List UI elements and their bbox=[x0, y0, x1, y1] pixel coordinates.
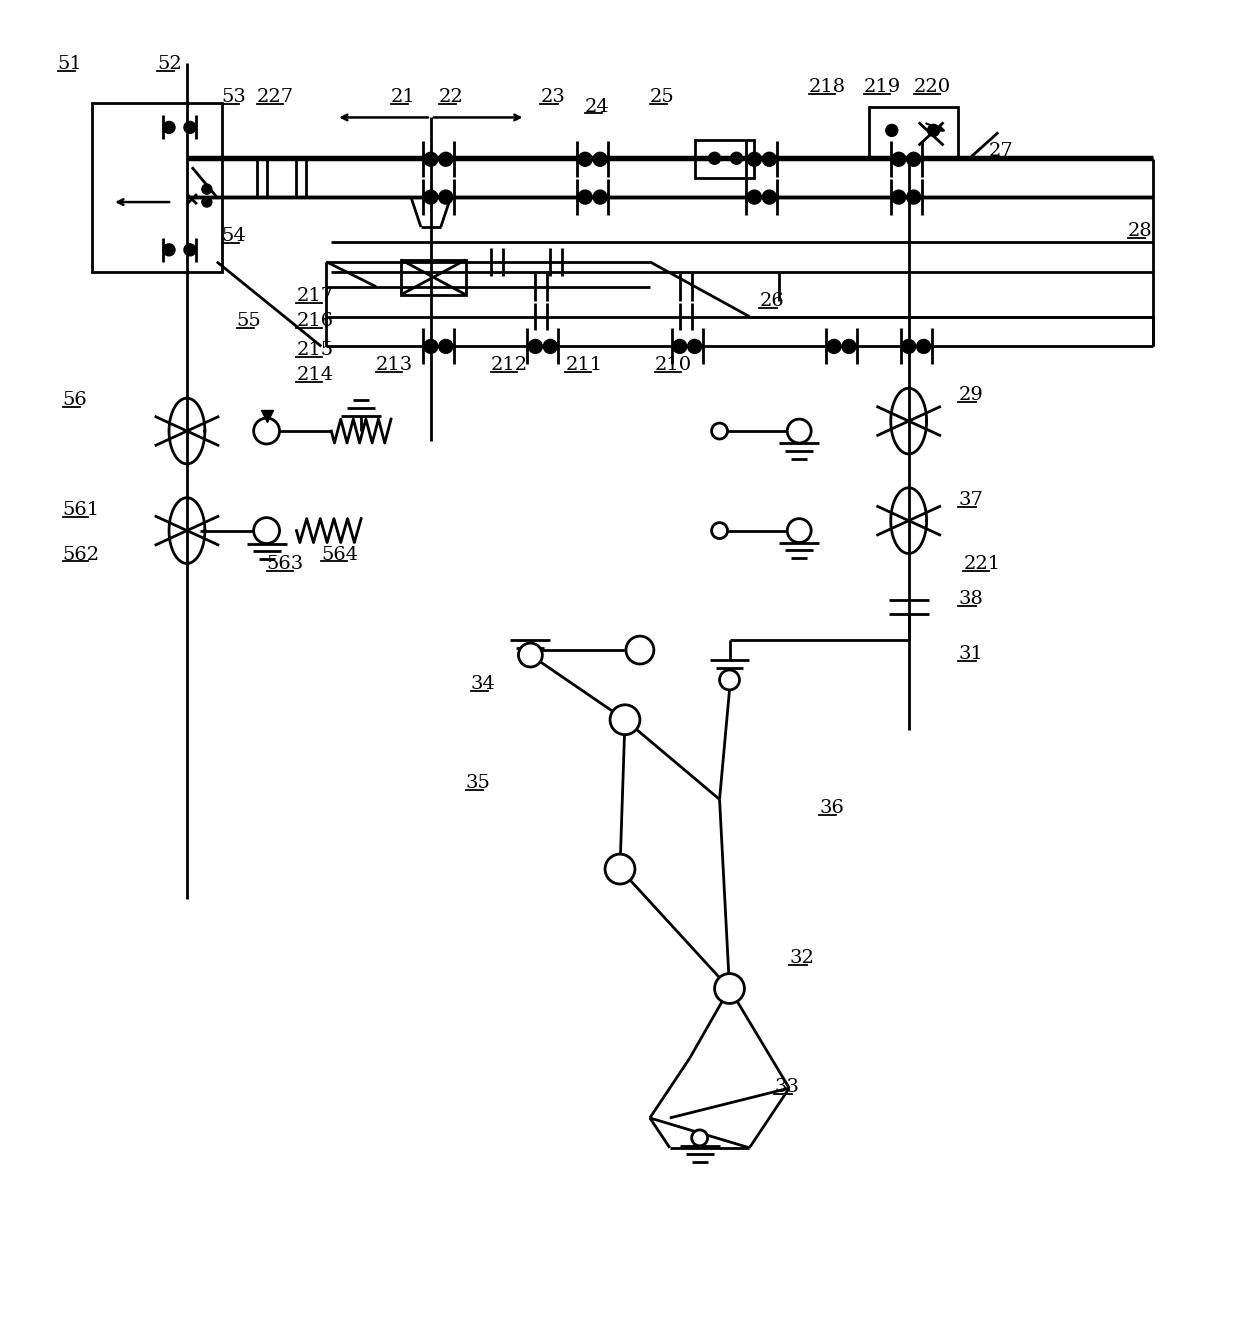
Text: 563: 563 bbox=[267, 556, 304, 573]
Text: 23: 23 bbox=[541, 87, 565, 106]
Bar bbox=[401, 259, 466, 295]
Circle shape bbox=[916, 340, 930, 353]
Text: 37: 37 bbox=[959, 491, 983, 509]
Text: 213: 213 bbox=[376, 356, 413, 374]
Text: 217: 217 bbox=[296, 287, 334, 304]
Circle shape bbox=[892, 191, 905, 204]
Text: 564: 564 bbox=[321, 545, 358, 564]
Circle shape bbox=[424, 191, 438, 204]
Circle shape bbox=[162, 122, 175, 134]
Circle shape bbox=[528, 340, 542, 353]
Circle shape bbox=[605, 855, 635, 884]
Circle shape bbox=[424, 340, 438, 353]
Circle shape bbox=[626, 636, 653, 664]
Circle shape bbox=[928, 124, 940, 136]
Circle shape bbox=[692, 1130, 708, 1146]
Circle shape bbox=[518, 643, 542, 667]
Circle shape bbox=[714, 974, 744, 1003]
Circle shape bbox=[712, 423, 728, 439]
Text: 212: 212 bbox=[491, 356, 528, 374]
Text: 52: 52 bbox=[157, 54, 182, 73]
Text: 34: 34 bbox=[471, 675, 496, 693]
Text: 28: 28 bbox=[1127, 222, 1152, 239]
Circle shape bbox=[787, 419, 811, 443]
Text: 218: 218 bbox=[810, 78, 846, 95]
Circle shape bbox=[906, 191, 920, 204]
Circle shape bbox=[578, 152, 593, 167]
Text: 56: 56 bbox=[62, 392, 87, 409]
Circle shape bbox=[763, 152, 776, 167]
Text: 216: 216 bbox=[296, 312, 334, 329]
Text: 221: 221 bbox=[963, 556, 1001, 573]
Text: 54: 54 bbox=[222, 228, 247, 245]
Text: 219: 219 bbox=[864, 78, 901, 95]
Circle shape bbox=[439, 340, 453, 353]
Circle shape bbox=[901, 340, 915, 353]
Text: 561: 561 bbox=[62, 500, 99, 519]
Text: 55: 55 bbox=[237, 312, 262, 329]
Circle shape bbox=[906, 152, 920, 167]
Circle shape bbox=[673, 340, 687, 353]
Text: 220: 220 bbox=[914, 78, 951, 95]
Circle shape bbox=[162, 243, 175, 255]
Circle shape bbox=[254, 418, 279, 445]
Text: 51: 51 bbox=[57, 54, 82, 73]
Circle shape bbox=[184, 122, 196, 134]
Text: 227: 227 bbox=[257, 87, 294, 106]
Circle shape bbox=[202, 197, 212, 206]
Text: 31: 31 bbox=[959, 646, 983, 663]
Text: 215: 215 bbox=[296, 341, 334, 360]
Text: 214: 214 bbox=[296, 366, 334, 384]
Text: 210: 210 bbox=[655, 356, 692, 374]
Text: 24: 24 bbox=[585, 98, 610, 115]
Circle shape bbox=[763, 191, 776, 204]
Circle shape bbox=[202, 184, 212, 194]
Bar bbox=[92, 102, 222, 271]
Text: 32: 32 bbox=[789, 949, 815, 967]
Text: 27: 27 bbox=[988, 143, 1013, 160]
Circle shape bbox=[787, 519, 811, 542]
Circle shape bbox=[892, 152, 905, 167]
Text: 35: 35 bbox=[466, 774, 491, 792]
Circle shape bbox=[748, 191, 761, 204]
Bar bbox=[694, 140, 754, 179]
Text: 38: 38 bbox=[959, 590, 983, 609]
Circle shape bbox=[730, 152, 743, 164]
Text: 22: 22 bbox=[439, 87, 464, 106]
Text: 25: 25 bbox=[650, 87, 675, 106]
Circle shape bbox=[543, 340, 557, 353]
Text: 33: 33 bbox=[774, 1078, 800, 1097]
Text: 562: 562 bbox=[62, 545, 99, 564]
Text: 29: 29 bbox=[959, 386, 983, 405]
Circle shape bbox=[593, 191, 608, 204]
Circle shape bbox=[610, 705, 640, 734]
Circle shape bbox=[748, 152, 761, 167]
Circle shape bbox=[593, 152, 608, 167]
Text: 26: 26 bbox=[759, 291, 784, 310]
Circle shape bbox=[827, 340, 841, 353]
Circle shape bbox=[712, 523, 728, 538]
Circle shape bbox=[688, 340, 702, 353]
Circle shape bbox=[254, 517, 279, 544]
Circle shape bbox=[578, 191, 593, 204]
Circle shape bbox=[439, 191, 453, 204]
Text: 36: 36 bbox=[820, 799, 844, 818]
Circle shape bbox=[439, 152, 453, 167]
Bar bbox=[869, 107, 959, 157]
Text: 211: 211 bbox=[565, 356, 603, 374]
Circle shape bbox=[885, 124, 898, 136]
Text: 53: 53 bbox=[222, 87, 247, 106]
Circle shape bbox=[842, 340, 856, 353]
Circle shape bbox=[708, 152, 720, 164]
Circle shape bbox=[184, 243, 196, 255]
Circle shape bbox=[719, 669, 739, 689]
Circle shape bbox=[424, 152, 438, 167]
Text: 21: 21 bbox=[391, 87, 415, 106]
